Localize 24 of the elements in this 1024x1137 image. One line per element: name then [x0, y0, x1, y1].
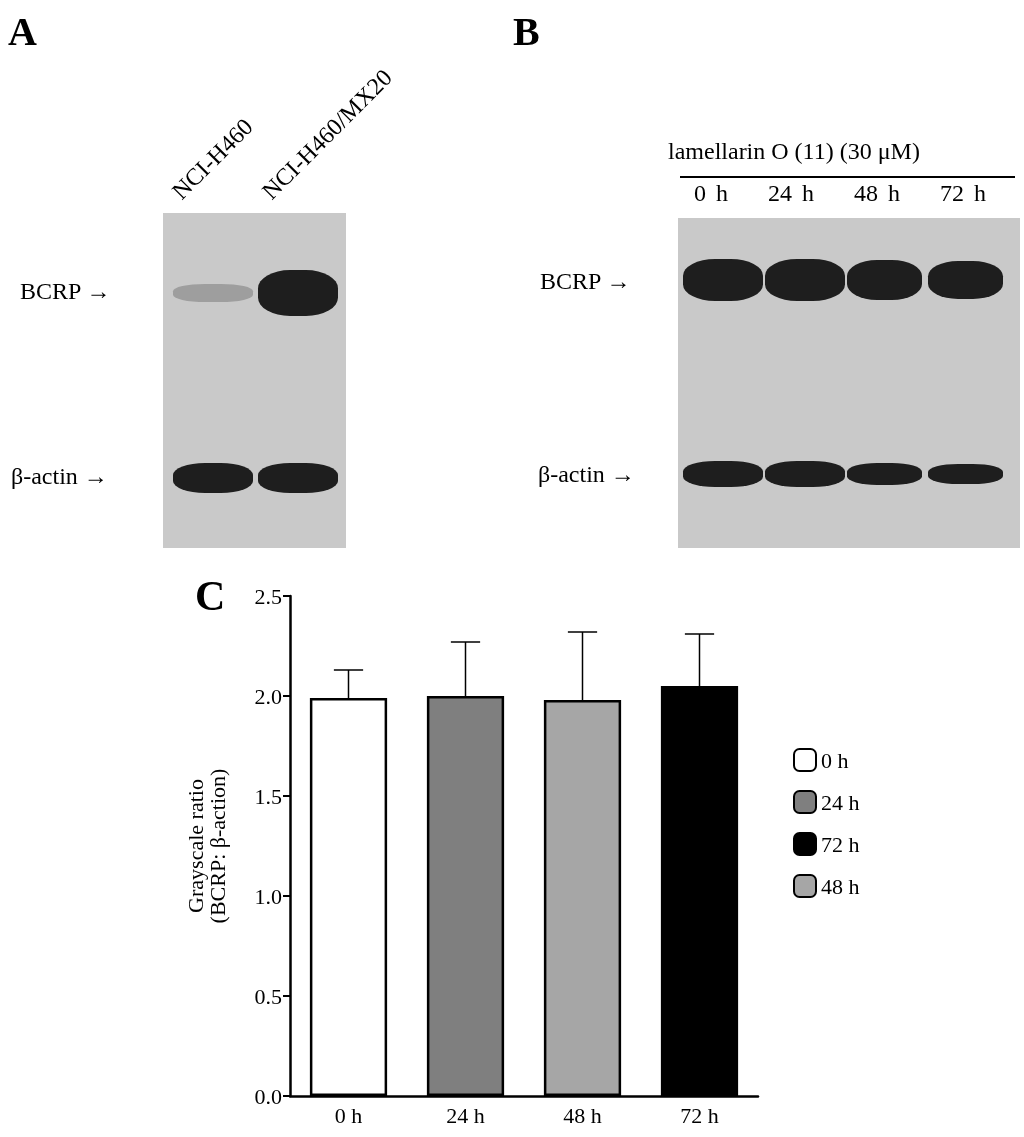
text: BCRP → — [540, 268, 631, 295]
x-tick-label: 0 h — [334, 1102, 363, 1128]
y-tick-label: 0.5 — [254, 983, 282, 1009]
text: A — [8, 8, 37, 55]
legend-label: 24 h — [821, 789, 860, 815]
text: B — [513, 8, 540, 55]
text: β-actin → — [11, 463, 108, 490]
y-tick-label: 2.0 — [254, 683, 282, 709]
legend-label: 72 h — [821, 831, 860, 857]
y-tick-label: 1.0 — [254, 883, 282, 909]
text: BCRP → — [20, 278, 111, 305]
x-tick-label: 48 h — [563, 1102, 602, 1128]
text: 0 h 24 h 48 h 72 h — [694, 180, 986, 207]
y-tick-label: 2.5 — [254, 583, 282, 609]
y-tick-label: 1.5 — [254, 783, 282, 809]
x-tick-label: 72 h — [680, 1102, 719, 1128]
legend-label: 0 h — [821, 747, 849, 773]
x-tick-label: 24 h — [446, 1102, 485, 1128]
text: β-actin → — [538, 461, 635, 488]
y-axis-title: Grayscale ratio (BCRP: β-action) — [182, 768, 230, 924]
y-tick-label: 0.0 — [254, 1083, 282, 1109]
legend-label: 48 h — [821, 873, 860, 899]
chart-title: C — [195, 573, 226, 619]
text: lamellarin O (11) (30 μM) — [668, 138, 920, 165]
